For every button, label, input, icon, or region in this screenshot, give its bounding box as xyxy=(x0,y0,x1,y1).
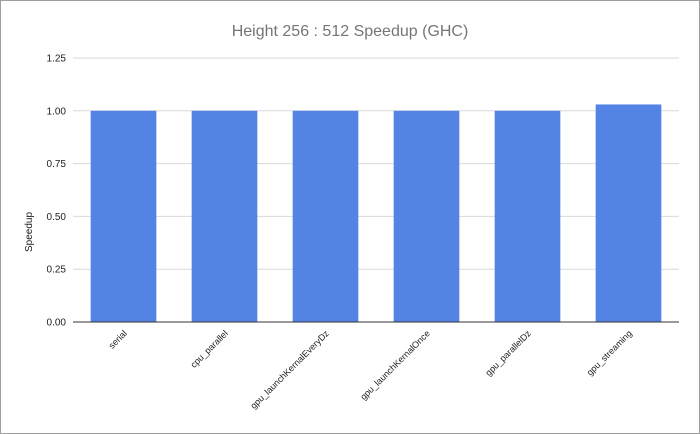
y-tick-label: 0.75 xyxy=(47,159,67,170)
bar-cpu_parallel xyxy=(191,110,258,322)
bar-gpu_parallelDz xyxy=(494,110,561,322)
y-tick-label: 1.00 xyxy=(47,106,67,117)
x-tick-label: gpu_parallelDz xyxy=(483,328,533,378)
y-tick-label: 0.00 xyxy=(47,318,67,329)
x-tick-label: gpu_launchKernalOnce xyxy=(358,328,432,402)
x-tick-label: gpu_launchKernalEveryDz xyxy=(248,328,331,411)
y-axis-label: Speedup xyxy=(24,212,35,252)
bar-gpu_streaming xyxy=(595,104,662,323)
x-tick-label: serial xyxy=(107,328,129,350)
gridlines xyxy=(73,57,679,270)
x-tick-label: cpu_parallel xyxy=(189,328,230,369)
bar-gpu_launchKernalEveryDz xyxy=(292,110,359,322)
bar-serial xyxy=(90,110,157,322)
x-tick-labels: serial cpu_parallel gpu_launchKernalEveryD… xyxy=(107,328,634,411)
x-tick-label: gpu_streaming xyxy=(585,328,634,377)
bars xyxy=(90,104,662,323)
bar-gpu_launchKernalOnce xyxy=(393,110,460,322)
y-tick-label: 0.50 xyxy=(47,212,67,223)
chart-title: Height 256 : 512 Speedup (GHC) xyxy=(232,23,469,40)
y-tick-label: 0.25 xyxy=(47,265,67,276)
y-tick-label: 1.25 xyxy=(47,54,67,65)
y-tick-labels: 0.00 0.25 0.50 0.75 1.00 1.25 xyxy=(47,54,67,329)
